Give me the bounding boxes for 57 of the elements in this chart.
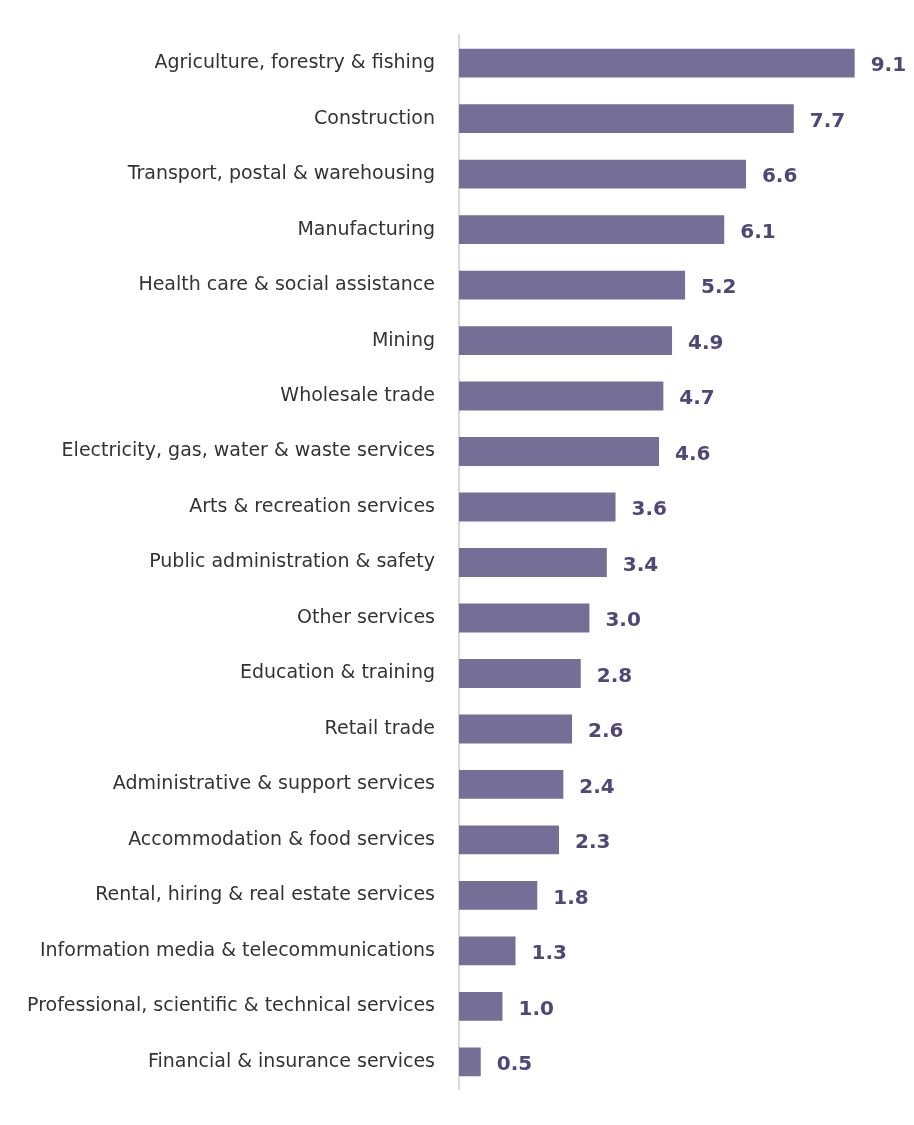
y-tick-label: Agriculture, forestry & fishing xyxy=(154,50,435,73)
y-tick-label: Transport, postal & warehousing xyxy=(126,161,435,184)
data-label: 3.0 xyxy=(605,607,641,632)
y-tick-label: Electricity, gas, water & waste services xyxy=(61,438,435,461)
y-tick-label: Construction xyxy=(314,105,435,128)
bar xyxy=(459,770,564,799)
data-label: 0.5 xyxy=(496,1051,533,1076)
y-tick-label: Manufacturing xyxy=(297,216,435,239)
bar xyxy=(459,936,516,966)
y-tick-label: Wholesale trade xyxy=(280,382,435,405)
bar xyxy=(459,48,855,78)
data-label: 5.2 xyxy=(701,274,737,299)
data-label: 1.3 xyxy=(531,940,567,965)
data-label: 6.6 xyxy=(761,163,798,188)
y-tick-label: Mining xyxy=(371,327,435,350)
data-label: 3.4 xyxy=(622,551,659,576)
bar xyxy=(459,326,673,355)
y-tick-label: Arts & recreation services xyxy=(189,493,435,516)
bar xyxy=(459,1047,481,1077)
y-tick-label: Public administration & safety xyxy=(149,549,435,572)
data-label: 7.7 xyxy=(809,107,846,132)
data-label: 1.8 xyxy=(553,884,589,909)
y-tick-label: Information media & telecommunications xyxy=(39,937,435,960)
bar xyxy=(459,603,590,633)
data-label: 3.6 xyxy=(631,496,667,521)
y-tick-label: Retail trade xyxy=(324,715,435,738)
y-tick-label: Education & training xyxy=(239,660,435,683)
data-label: 4.9 xyxy=(688,329,724,354)
y-tick-label: Other services xyxy=(297,604,435,627)
bar xyxy=(459,492,616,522)
bar xyxy=(459,714,573,744)
data-label: 4.7 xyxy=(679,385,715,410)
data-label: 2.4 xyxy=(579,773,615,798)
data-label: 6.1 xyxy=(740,218,776,243)
bar xyxy=(459,270,686,300)
bar xyxy=(459,659,581,688)
bar xyxy=(459,437,659,466)
y-tick-label: Accommodation & food services xyxy=(128,826,435,849)
bar xyxy=(459,159,746,189)
data-label: 2.8 xyxy=(596,662,633,687)
y-tick-label: Rental, hiring & real estate services xyxy=(95,882,435,905)
bar xyxy=(459,381,664,411)
bar xyxy=(459,825,559,855)
bar xyxy=(459,215,725,245)
data-label: 9.1 xyxy=(870,52,907,77)
data-label: 2.3 xyxy=(575,829,611,854)
bar xyxy=(459,548,607,577)
bar xyxy=(459,104,794,134)
bar xyxy=(459,991,503,1021)
y-tick-label: Administrative & support services xyxy=(112,771,435,794)
y-tick-label: Professional, scientific & technical services xyxy=(27,993,435,1016)
data-label: 2.6 xyxy=(588,718,624,743)
y-tick-label: Financial & insurance services xyxy=(148,1048,435,1071)
data-label: 1.0 xyxy=(518,995,554,1020)
data-label: 4.6 xyxy=(675,440,711,465)
bar xyxy=(459,880,538,910)
y-tick-label: Health care & social assistance xyxy=(138,272,435,295)
